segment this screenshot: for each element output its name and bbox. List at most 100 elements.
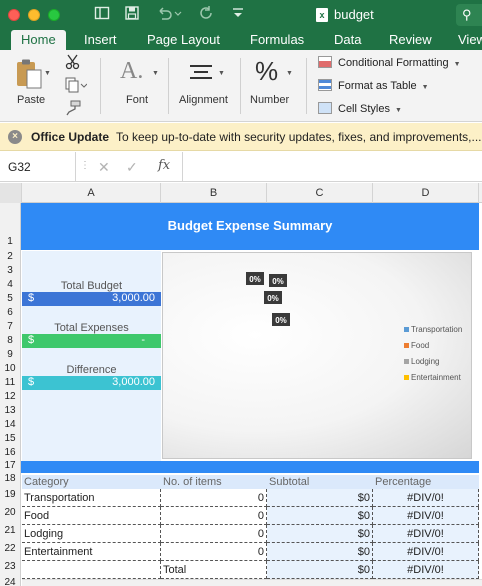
dismiss-icon[interactable]: × bbox=[8, 130, 22, 144]
data-label-entertainment[interactable]: 0% bbox=[272, 313, 290, 326]
legend-item-lodging[interactable]: Lodging bbox=[404, 357, 439, 366]
row-header-21[interactable]: 21 bbox=[0, 522, 21, 540]
table-header-percentage[interactable]: Percentage bbox=[375, 476, 432, 488]
font-dropdown-icon[interactable]: ▼ bbox=[152, 70, 159, 77]
undo-icon[interactable] bbox=[156, 5, 184, 26]
table-cell-subtotal[interactable]: $0 bbox=[267, 543, 373, 561]
number-dropdown-icon[interactable]: ▼ bbox=[286, 70, 293, 77]
table-cell-subtotal[interactable]: $0 bbox=[267, 525, 373, 543]
row-header-19[interactable]: 19 bbox=[0, 486, 21, 504]
data-label-food[interactable]: 0% bbox=[269, 274, 287, 287]
table-cell-category[interactable]: Lodging bbox=[22, 525, 161, 543]
row-header-24[interactable]: 24 bbox=[0, 576, 21, 586]
minimize-window-button[interactable] bbox=[28, 9, 40, 21]
table-cell-items[interactable]: 0 bbox=[161, 507, 267, 525]
number-button[interactable]: % ▼ Number bbox=[248, 56, 300, 116]
row-header-16[interactable]: 16 bbox=[0, 446, 21, 460]
column-header-d[interactable]: D bbox=[373, 183, 479, 203]
tab-page-layout[interactable]: Page Layout bbox=[147, 32, 221, 47]
name-box-dropdown-icon[interactable]: ⋮ bbox=[80, 160, 90, 171]
data-label-lodging[interactable]: 0% bbox=[264, 291, 282, 304]
row-header-5[interactable]: 5 bbox=[0, 292, 21, 306]
row-header-10[interactable]: 10 bbox=[0, 362, 21, 376]
row-header-22[interactable]: 22 bbox=[0, 540, 21, 558]
row-header-8[interactable]: 8 bbox=[0, 334, 21, 348]
tab-home[interactable]: Home bbox=[11, 30, 66, 50]
row-header-1[interactable]: 1 bbox=[0, 203, 21, 250]
row-header-14[interactable]: 14 bbox=[0, 418, 21, 432]
legend-item-transportation[interactable]: Transportation bbox=[404, 325, 462, 334]
alignment-dropdown-icon[interactable]: ▼ bbox=[218, 70, 225, 77]
copy-icon[interactable] bbox=[65, 77, 88, 96]
sidebar-icon[interactable] bbox=[94, 5, 110, 26]
insert-function-icon[interactable]: fx bbox=[158, 158, 171, 173]
tab-review[interactable]: Review bbox=[389, 32, 432, 47]
name-box[interactable]: G32 bbox=[0, 152, 76, 182]
total-subtotal[interactable]: $0 bbox=[267, 561, 373, 579]
legend-item-entertainment[interactable]: Entertainment bbox=[404, 373, 462, 382]
table-cell-category[interactable]: Transportation bbox=[22, 489, 161, 507]
table-cell-percentage[interactable]: #DIV/0! bbox=[373, 507, 479, 525]
row-header-2[interactable]: 2 bbox=[0, 250, 21, 264]
alignment-button[interactable]: ▼ Alignment bbox=[176, 56, 234, 116]
cut-icon[interactable] bbox=[65, 54, 81, 73]
row-header-4[interactable]: 4 bbox=[0, 278, 21, 292]
table-cell-category[interactable]: Food bbox=[22, 507, 161, 525]
row-header-3[interactable]: 3 bbox=[0, 264, 21, 278]
cell-styles-button[interactable]: Cell Styles ▼ bbox=[318, 100, 402, 118]
row-header-17[interactable]: 17 bbox=[0, 460, 21, 472]
total-budget-cell[interactable]: $ 3,000.00 bbox=[22, 292, 161, 306]
column-header-b[interactable]: B bbox=[161, 183, 267, 203]
customize-icon[interactable] bbox=[232, 5, 244, 26]
conditional-formatting-button[interactable]: Conditional Formatting ▼ bbox=[318, 54, 461, 72]
table-header-subtotal[interactable]: Subtotal bbox=[269, 476, 310, 488]
redo-icon[interactable] bbox=[198, 5, 214, 26]
table-cell-items[interactable]: 0 bbox=[161, 525, 267, 543]
row-header-7[interactable]: 7 bbox=[0, 320, 21, 334]
difference-cell[interactable]: $ 3,000.00 bbox=[22, 376, 161, 390]
row-header-18[interactable]: 18 bbox=[0, 472, 21, 486]
cancel-formula-icon[interactable]: ✕ bbox=[98, 159, 110, 175]
tab-view[interactable]: View bbox=[458, 32, 482, 47]
table-header-items[interactable]: No. of items bbox=[163, 476, 222, 488]
paste-dropdown-icon[interactable]: ▼ bbox=[44, 70, 51, 77]
total-label[interactable]: Total bbox=[161, 561, 267, 579]
select-all-corner[interactable] bbox=[0, 183, 22, 203]
format-as-table-button[interactable]: Format as Table ▼ bbox=[318, 77, 429, 95]
table-cell-percentage[interactable]: #DIV/0! bbox=[373, 525, 479, 543]
paste-button[interactable]: ▼ Paste bbox=[10, 56, 52, 116]
total-expenses-cell[interactable]: $ - bbox=[22, 334, 161, 348]
row-header-12[interactable]: 12 bbox=[0, 390, 21, 404]
format-painter-icon[interactable] bbox=[65, 100, 81, 119]
save-icon[interactable] bbox=[124, 5, 140, 26]
formula-input[interactable] bbox=[182, 152, 482, 182]
tab-insert[interactable]: Insert bbox=[84, 32, 117, 47]
row-header-13[interactable]: 13 bbox=[0, 404, 21, 418]
table-cell-empty[interactable] bbox=[22, 561, 161, 579]
total-percentage[interactable]: #DIV/0! bbox=[373, 561, 479, 579]
confirm-formula-icon[interactable]: ✓ bbox=[126, 159, 138, 175]
close-window-button[interactable] bbox=[8, 9, 20, 21]
row-header-15[interactable]: 15 bbox=[0, 432, 21, 446]
search-icon[interactable]: ⚲ bbox=[456, 4, 482, 26]
horizontal-scrollbar[interactable] bbox=[22, 579, 482, 586]
table-cell-subtotal[interactable]: $0 bbox=[267, 507, 373, 525]
font-button[interactable]: A. ▼ Font bbox=[112, 56, 162, 116]
maximize-window-button[interactable] bbox=[48, 9, 60, 21]
row-header-23[interactable]: 23 bbox=[0, 558, 21, 576]
table-cell-percentage[interactable]: #DIV/0! bbox=[373, 543, 479, 561]
tab-formulas[interactable]: Formulas bbox=[250, 32, 305, 47]
row-header-20[interactable]: 20 bbox=[0, 504, 21, 522]
chart-area[interactable]: 0% 0% 0% 0% Transportation Food Lodging Enterta… bbox=[162, 252, 472, 459]
column-header-c[interactable]: C bbox=[267, 183, 373, 203]
data-label-transportation[interactable]: 0% bbox=[246, 272, 264, 285]
row-header-9[interactable]: 9 bbox=[0, 348, 21, 362]
table-cell-category[interactable]: Entertainment bbox=[22, 543, 161, 561]
row-header-11[interactable]: 11 bbox=[0, 376, 21, 390]
row-header-6[interactable]: 6 bbox=[0, 306, 21, 320]
legend-item-food[interactable]: Food bbox=[404, 341, 429, 350]
table-cell-percentage[interactable]: #DIV/0! bbox=[373, 489, 479, 507]
column-header-a[interactable]: A bbox=[22, 183, 161, 203]
table-cell-subtotal[interactable]: $0 bbox=[267, 489, 373, 507]
table-header-category[interactable]: Category bbox=[24, 476, 69, 488]
